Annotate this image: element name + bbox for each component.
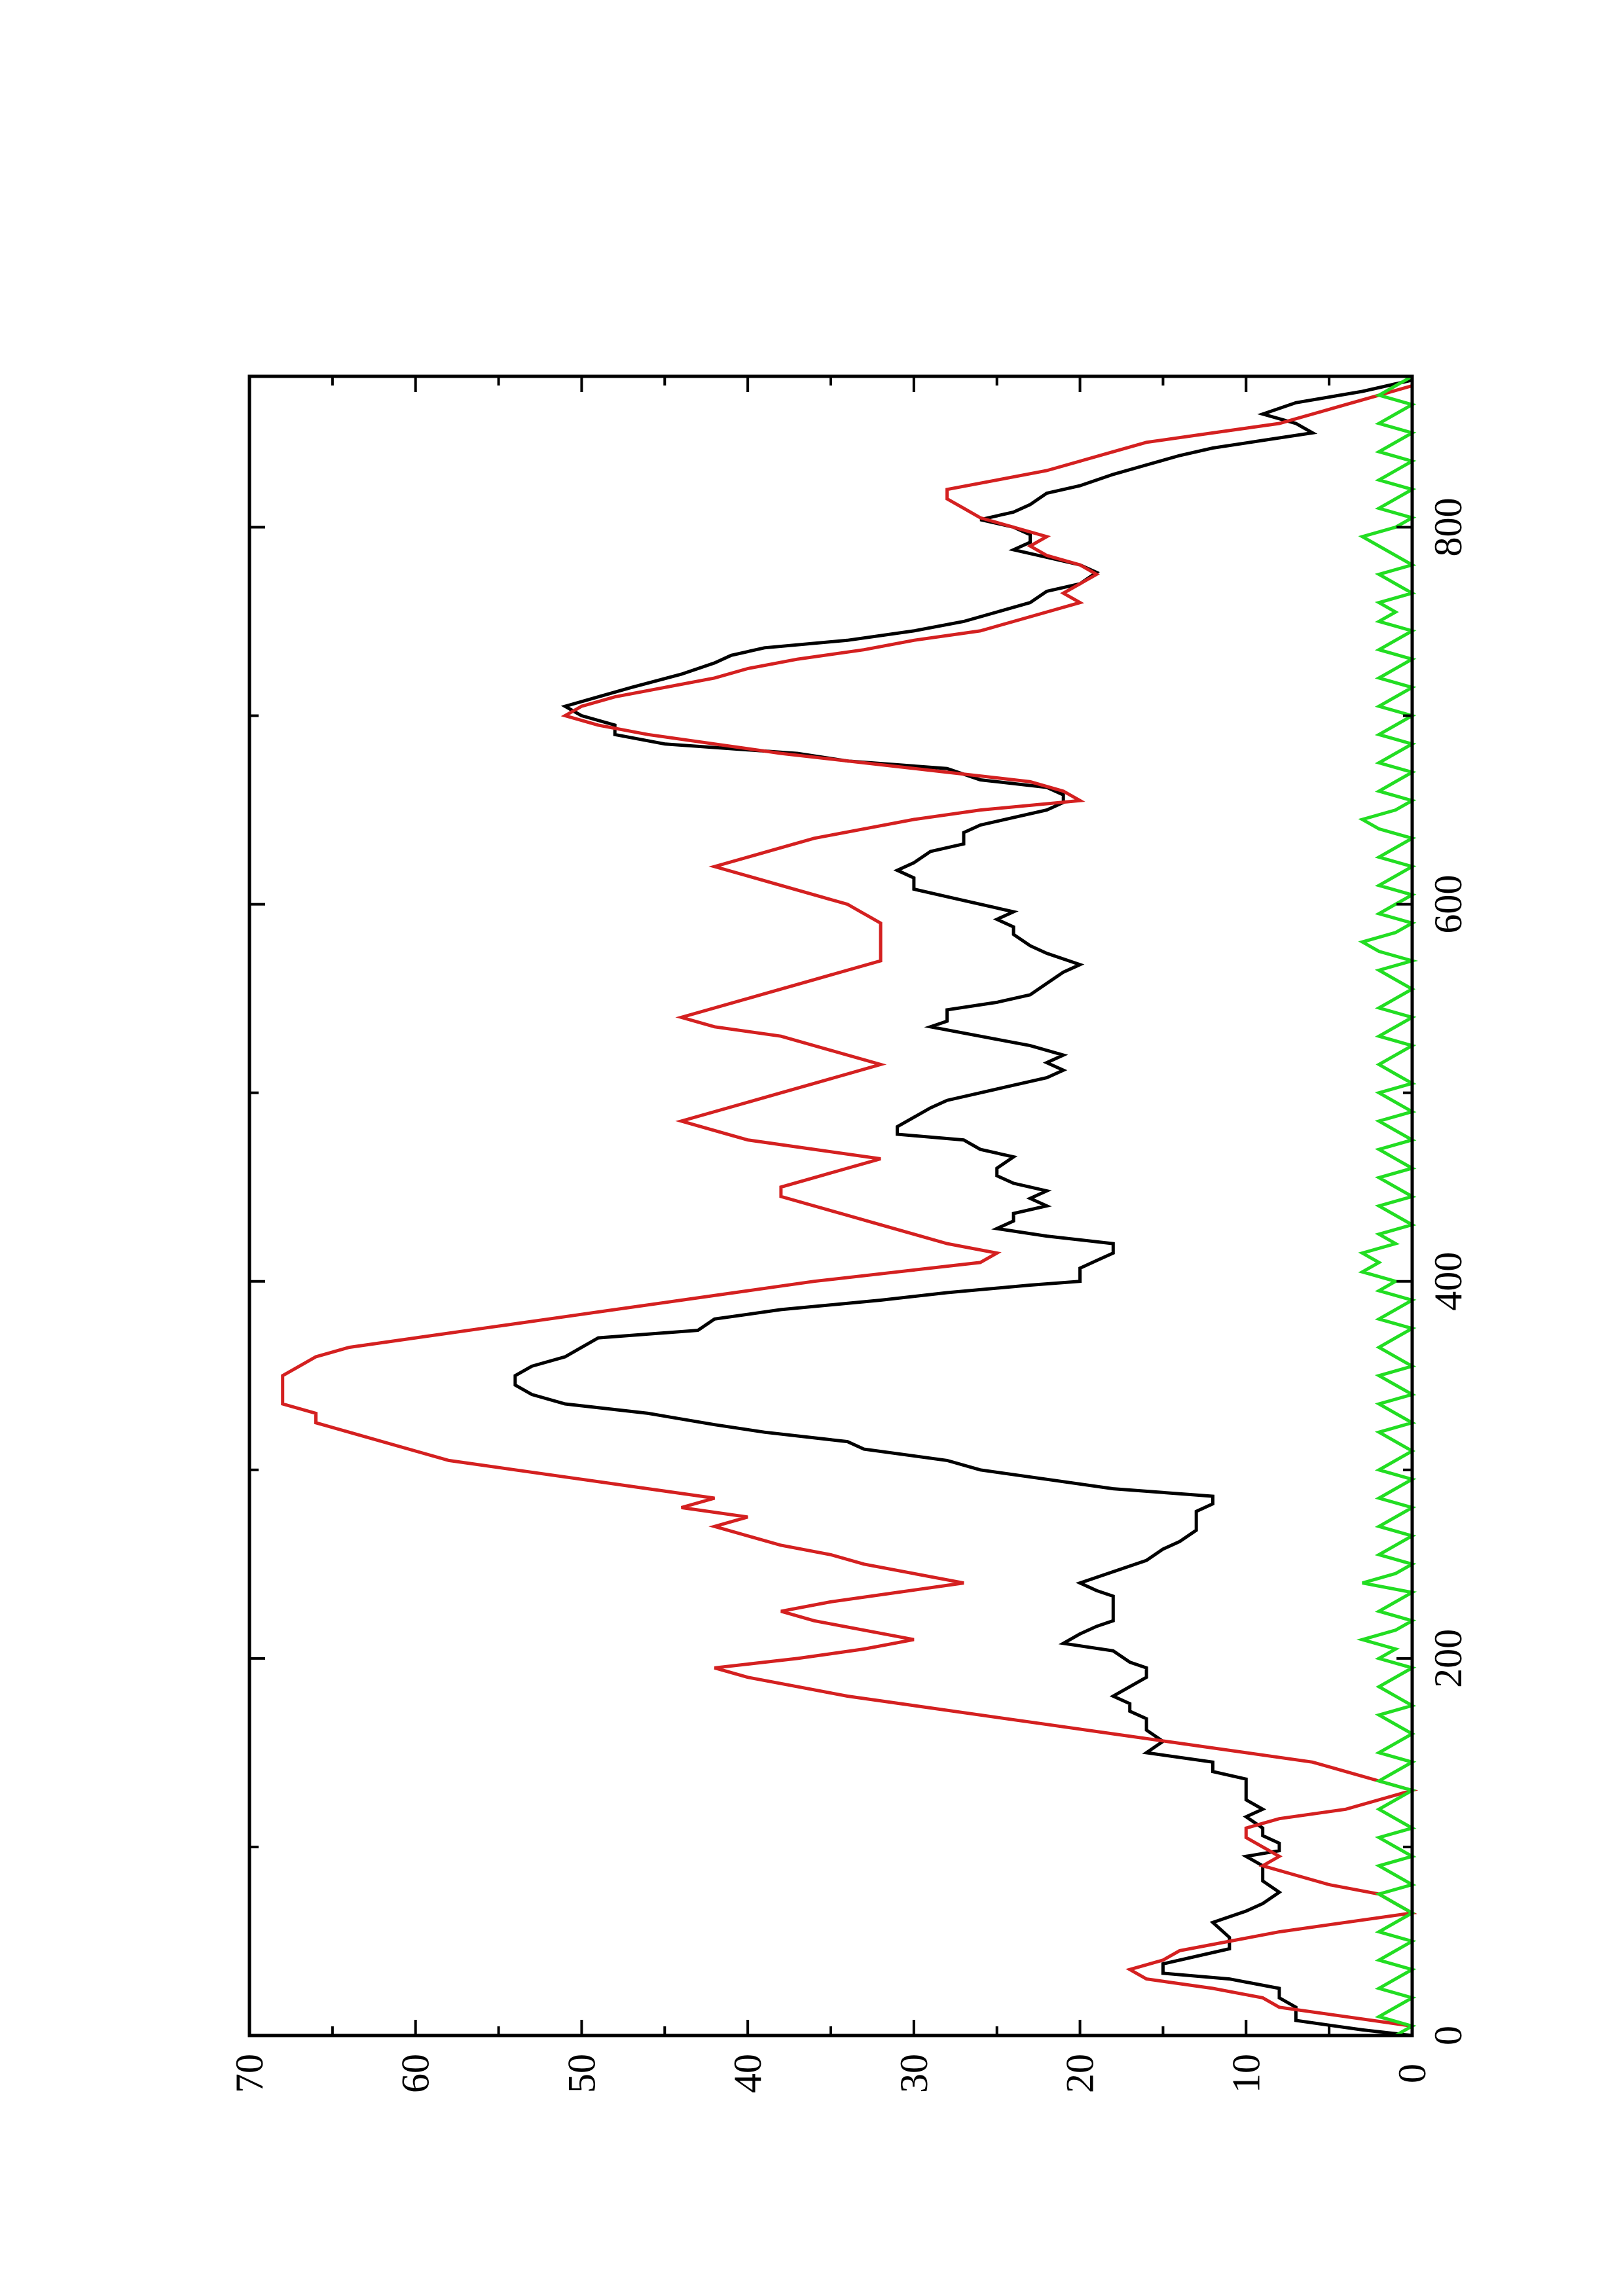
series-line-2 <box>281 384 1419 2036</box>
y-tick-labels: 0 10 20 30 40 50 60 70 <box>228 2054 1434 2093</box>
y-tick-label: 30 <box>892 2054 936 2093</box>
x-tick-label: 0 <box>1427 2026 1470 2045</box>
x-tick-label: 200 <box>1427 1629 1470 1688</box>
y-tick-label: 60 <box>394 2054 437 2093</box>
y-tick-label: 20 <box>1059 2054 1102 2093</box>
y-tick-label: 50 <box>560 2054 603 2093</box>
tick-layer <box>248 376 1413 2037</box>
x-tick-label: 800 <box>1427 497 1470 556</box>
series-layer <box>281 374 1419 2037</box>
x-tick-labels: 0 200 400 600 800 <box>1427 497 1470 2045</box>
y-tick-label: 10 <box>1224 2054 1267 2093</box>
x-tick-label: 400 <box>1427 1252 1470 1311</box>
x-tick-label: 600 <box>1427 875 1470 934</box>
series-line-3 <box>1356 374 1419 2037</box>
series-line-1 <box>513 378 1413 2037</box>
y-tick-label: 70 <box>228 2054 271 2093</box>
y-tick-label: 0 <box>1391 2064 1434 2083</box>
y-tick-label: 40 <box>726 2054 769 2093</box>
